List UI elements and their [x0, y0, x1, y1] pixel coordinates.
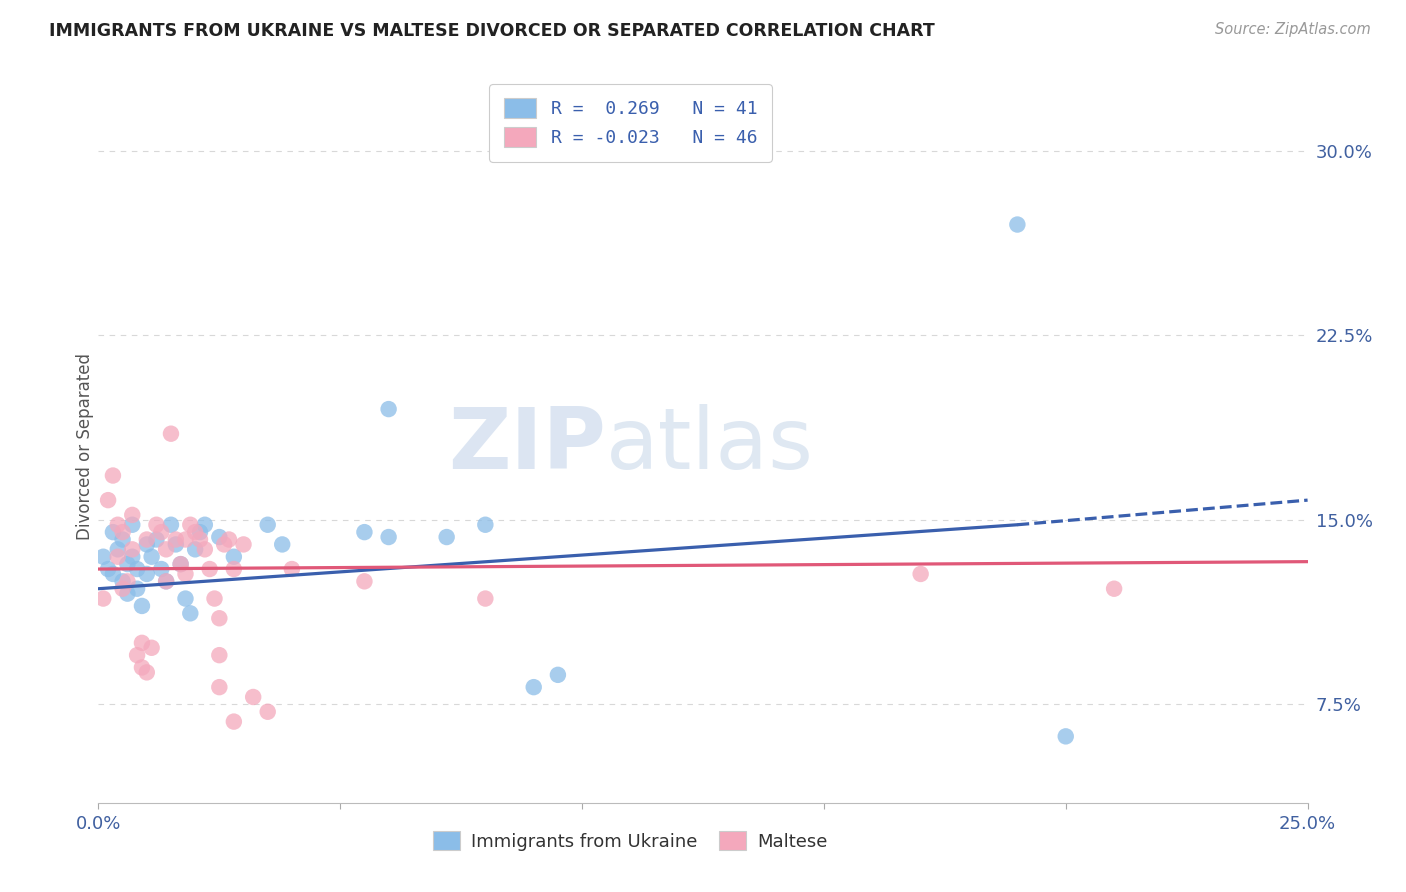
Point [145, 533, 167, 547]
Point [135, 566, 157, 581]
Point [208, 611, 231, 625]
Point [184, 525, 207, 540]
Point [165, 537, 187, 551]
Point [101, 525, 124, 540]
Point [135, 537, 157, 551]
Point [256, 705, 278, 719]
Point [353, 525, 375, 540]
Point [101, 566, 124, 581]
Point [208, 648, 231, 662]
Point [131, 660, 153, 674]
Point [377, 530, 399, 544]
Point [1054, 730, 1077, 744]
Point [155, 574, 177, 589]
Point [121, 542, 143, 557]
Point [121, 508, 143, 522]
Point [97, 493, 120, 508]
Point [179, 517, 201, 532]
Point [97, 562, 120, 576]
Point [91, 591, 114, 606]
Point [1007, 218, 1029, 232]
Point [188, 533, 211, 547]
Point [121, 517, 143, 532]
Point [208, 530, 231, 544]
Point [160, 517, 183, 532]
Point [184, 542, 207, 557]
Text: atlas: atlas [606, 404, 814, 488]
Point [377, 402, 399, 417]
Point [198, 562, 221, 576]
Point [131, 636, 153, 650]
Point [131, 599, 153, 613]
Point [353, 574, 375, 589]
Point [169, 557, 191, 571]
Point [194, 542, 217, 557]
Point [127, 648, 149, 662]
Point [242, 690, 264, 704]
Point [271, 537, 294, 551]
Point [222, 562, 245, 576]
Point [91, 549, 114, 564]
Text: ZIP: ZIP [449, 404, 606, 488]
Point [155, 574, 177, 589]
Legend: Immigrants from Ukraine, Maltese: Immigrants from Ukraine, Maltese [426, 824, 835, 858]
Point [145, 517, 167, 532]
Point [174, 533, 197, 547]
Point [523, 680, 546, 694]
Point [232, 537, 254, 551]
Point [218, 533, 240, 547]
Point [111, 574, 134, 589]
Point [179, 607, 201, 621]
Point [111, 582, 134, 596]
Point [107, 549, 129, 564]
Y-axis label: Divorced or Separated: Divorced or Separated [76, 352, 94, 540]
Point [127, 562, 149, 576]
Point [135, 665, 157, 680]
Point [474, 591, 496, 606]
Point [204, 591, 226, 606]
Point [111, 525, 134, 540]
Point [141, 640, 163, 655]
Point [547, 668, 569, 682]
Point [117, 557, 139, 571]
Point [155, 542, 177, 557]
Point [174, 566, 197, 581]
Point [222, 714, 245, 729]
Point [107, 542, 129, 557]
Text: Source: ZipAtlas.com: Source: ZipAtlas.com [1215, 22, 1371, 37]
Point [436, 530, 458, 544]
Point [160, 426, 183, 441]
Point [150, 562, 173, 576]
Point [127, 582, 149, 596]
Point [281, 562, 304, 576]
Point [165, 533, 187, 547]
Point [141, 549, 163, 564]
Point [174, 591, 197, 606]
Point [121, 549, 143, 564]
Point [194, 517, 217, 532]
Point [208, 680, 231, 694]
Point [474, 517, 496, 532]
Point [101, 468, 124, 483]
Point [107, 517, 129, 532]
Point [169, 557, 191, 571]
Point [135, 533, 157, 547]
Point [150, 525, 173, 540]
Point [212, 537, 235, 551]
Point [117, 587, 139, 601]
Point [188, 525, 211, 540]
Text: IMMIGRANTS FROM UKRAINE VS MALTESE DIVORCED OR SEPARATED CORRELATION CHART: IMMIGRANTS FROM UKRAINE VS MALTESE DIVOR… [49, 22, 935, 40]
Point [1102, 582, 1125, 596]
Point [111, 533, 134, 547]
Point [910, 566, 932, 581]
Point [256, 517, 278, 532]
Point [117, 574, 139, 589]
Point [222, 549, 245, 564]
